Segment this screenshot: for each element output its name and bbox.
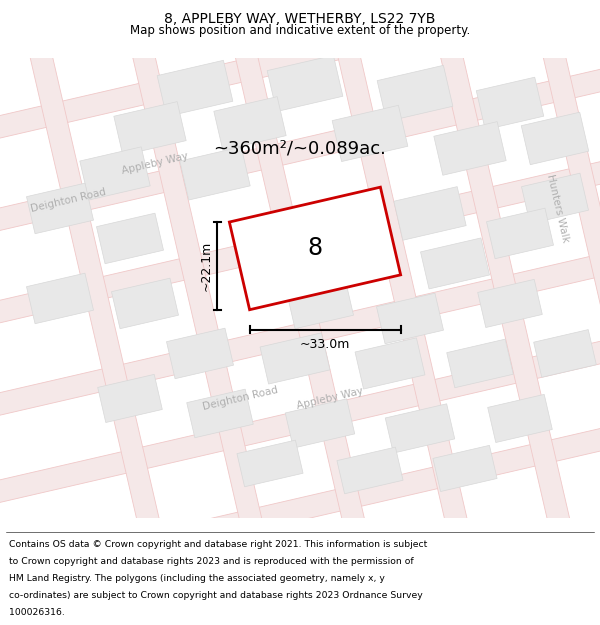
Text: Contains OS data © Crown copyright and database right 2021. This information is : Contains OS data © Crown copyright and d… bbox=[9, 540, 427, 549]
Text: 8: 8 bbox=[307, 236, 323, 261]
Polygon shape bbox=[394, 187, 466, 240]
Polygon shape bbox=[385, 404, 455, 453]
Polygon shape bbox=[434, 122, 506, 175]
Text: ~22.1m: ~22.1m bbox=[199, 241, 212, 291]
Text: 100026316.: 100026316. bbox=[9, 608, 65, 616]
Polygon shape bbox=[98, 374, 163, 423]
Polygon shape bbox=[447, 339, 513, 388]
Polygon shape bbox=[0, 0, 600, 181]
Polygon shape bbox=[488, 394, 553, 442]
Polygon shape bbox=[97, 213, 164, 264]
Polygon shape bbox=[376, 293, 443, 344]
Polygon shape bbox=[433, 446, 497, 491]
Polygon shape bbox=[421, 238, 490, 289]
Polygon shape bbox=[487, 208, 554, 259]
Polygon shape bbox=[188, 0, 412, 625]
Polygon shape bbox=[260, 333, 330, 384]
Polygon shape bbox=[0, 132, 600, 356]
Polygon shape bbox=[377, 66, 453, 121]
Text: Hunters Walk: Hunters Walk bbox=[545, 173, 571, 244]
Polygon shape bbox=[112, 278, 179, 329]
Polygon shape bbox=[285, 399, 355, 448]
Polygon shape bbox=[0, 0, 217, 625]
Text: co-ordinates) are subject to Crown copyright and database rights 2023 Ordnance S: co-ordinates) are subject to Crown copyr… bbox=[9, 591, 423, 599]
Polygon shape bbox=[80, 147, 150, 200]
Polygon shape bbox=[337, 447, 403, 494]
Polygon shape bbox=[26, 183, 94, 234]
Polygon shape bbox=[166, 328, 233, 379]
Polygon shape bbox=[214, 97, 286, 150]
Polygon shape bbox=[187, 389, 253, 438]
Polygon shape bbox=[478, 279, 542, 328]
Polygon shape bbox=[267, 56, 343, 111]
Polygon shape bbox=[180, 147, 250, 200]
Polygon shape bbox=[0, 386, 600, 610]
Polygon shape bbox=[0, 221, 600, 444]
Text: Appleby Way: Appleby Way bbox=[296, 386, 364, 411]
Text: ~360m²/~0.089ac.: ~360m²/~0.089ac. bbox=[214, 139, 386, 158]
Polygon shape bbox=[91, 0, 314, 625]
Text: Map shows position and indicative extent of the property.: Map shows position and indicative extent… bbox=[130, 24, 470, 36]
Polygon shape bbox=[0, 303, 600, 527]
Polygon shape bbox=[521, 173, 589, 224]
Text: ~33.0m: ~33.0m bbox=[300, 338, 350, 351]
Polygon shape bbox=[0, 45, 600, 269]
Text: 8, APPLEBY WAY, WETHERBY, LS22 7YB: 8, APPLEBY WAY, WETHERBY, LS22 7YB bbox=[164, 12, 436, 26]
Polygon shape bbox=[286, 0, 509, 625]
Polygon shape bbox=[114, 102, 186, 155]
Polygon shape bbox=[533, 329, 596, 378]
Text: HM Land Registry. The polygons (including the associated geometry, namely x, y: HM Land Registry. The polygons (includin… bbox=[9, 574, 385, 582]
Polygon shape bbox=[229, 187, 401, 310]
Text: Appleby Way: Appleby Way bbox=[121, 151, 189, 176]
Polygon shape bbox=[26, 273, 94, 324]
Polygon shape bbox=[521, 112, 589, 164]
Polygon shape bbox=[476, 78, 544, 129]
Text: to Crown copyright and database rights 2023 and is reproduced with the permissio: to Crown copyright and database rights 2… bbox=[9, 557, 413, 566]
Polygon shape bbox=[320, 197, 390, 250]
Text: Deighton Road: Deighton Road bbox=[29, 187, 107, 214]
Polygon shape bbox=[481, 0, 600, 625]
Polygon shape bbox=[157, 61, 233, 116]
Text: Deighton Road: Deighton Road bbox=[202, 385, 278, 412]
Polygon shape bbox=[286, 278, 353, 329]
Polygon shape bbox=[332, 106, 408, 161]
Polygon shape bbox=[383, 0, 600, 625]
Polygon shape bbox=[355, 338, 425, 389]
Polygon shape bbox=[237, 440, 303, 487]
